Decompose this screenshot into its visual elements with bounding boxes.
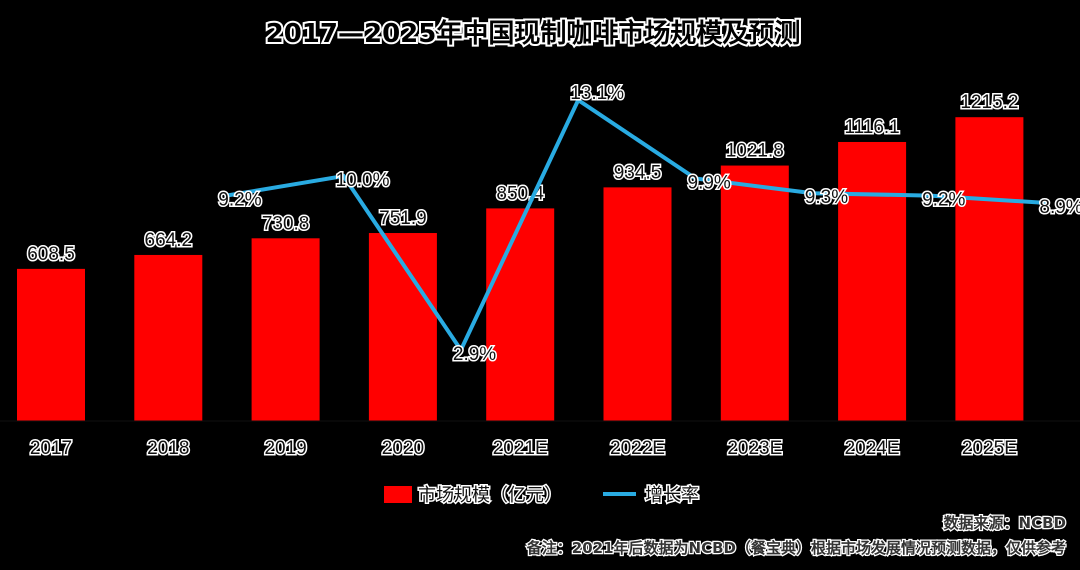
rate-point-2019 <box>341 174 346 179</box>
rate-point-2024e <box>928 193 933 198</box>
rate-label-2025e: 8.9% <box>1039 197 1080 218</box>
rate-point-2020 <box>458 348 463 352</box>
bar-label-2019: 730.8 <box>262 213 310 234</box>
x-tick-2021e: 2021E <box>493 438 548 459</box>
bar-2017 <box>17 268 85 421</box>
x-tick-2023e: 2023E <box>727 438 782 459</box>
source-note: 数据来源：NCBD <box>944 514 1066 532</box>
bar-label-2023e: 1021.8 <box>726 141 784 162</box>
bar-label-2022e: 934.5 <box>614 162 662 183</box>
growth-rate-line <box>225 97 1048 355</box>
bar-label-2020: 751.9 <box>379 208 427 229</box>
x-tick-2020: 2020 <box>382 438 424 459</box>
rate-label-2023e: 9.3% <box>805 187 848 208</box>
chart-title: 2017—2025年中国现制咖啡市场规模及预测 <box>266 18 801 49</box>
bar-2021e <box>486 208 555 421</box>
bar-label-2017: 608.5 <box>27 244 75 265</box>
x-tick-2022e: 2022E <box>610 438 665 459</box>
bar-label-2025e: 1215.2 <box>960 92 1018 113</box>
rate-label-2018: 9.2% <box>218 190 261 211</box>
bar-series <box>17 117 1024 421</box>
x-tick-2019: 2019 <box>264 438 306 459</box>
legend-bar-swatch <box>384 486 412 503</box>
growth-rate-labels: 9.2% 10.0% 2.9% 13.1% 9.9% 9.3% 9.2% 8.9% <box>217 82 1080 367</box>
remark-note: 备注：2021年后数据为NCBD（餐宝典）根据市场发展情况预测数据，仅供参考 <box>526 539 1066 557</box>
rate-point-2025e <box>1045 201 1050 205</box>
bar-label-2018: 664.2 <box>145 230 193 251</box>
bar-2018 <box>134 254 203 421</box>
bar-2023e <box>720 165 789 421</box>
rate-point-2023e <box>810 191 815 196</box>
bar-2022e <box>603 187 672 421</box>
bar-label-2024e: 1116.1 <box>844 117 899 138</box>
legend: 市场规模（亿元） 增长率 <box>384 484 701 508</box>
rate-point-2022e <box>693 176 698 181</box>
rate-label-2020: 2.9% <box>453 344 496 365</box>
rate-label-2021e: 13.1% <box>570 83 624 104</box>
bar-2025e <box>955 117 1024 421</box>
bar-2024e <box>838 141 907 421</box>
legend-bar-label: 市场规模（亿元） <box>418 485 562 506</box>
rate-point-2021e <box>576 98 581 103</box>
rate-label-2022e: 9.9% <box>688 173 731 194</box>
x-axis-ticks: 2017 2018 2019 2020 2021E 2022E 2023E 2024E 2025… <box>28 437 1018 461</box>
rate-label-2024e: 9.2% <box>922 190 965 211</box>
x-tick-2025e: 2025E <box>962 438 1017 459</box>
x-tick-2024e: 2024E <box>845 438 900 459</box>
legend-line-label: 增长率 <box>645 485 699 506</box>
x-tick-2018: 2018 <box>147 438 189 459</box>
rate-label-2019: 10.0% <box>336 170 390 191</box>
rate-point-2018 <box>224 193 229 198</box>
bar-2019 <box>251 238 320 421</box>
x-tick-2017: 2017 <box>30 438 72 459</box>
